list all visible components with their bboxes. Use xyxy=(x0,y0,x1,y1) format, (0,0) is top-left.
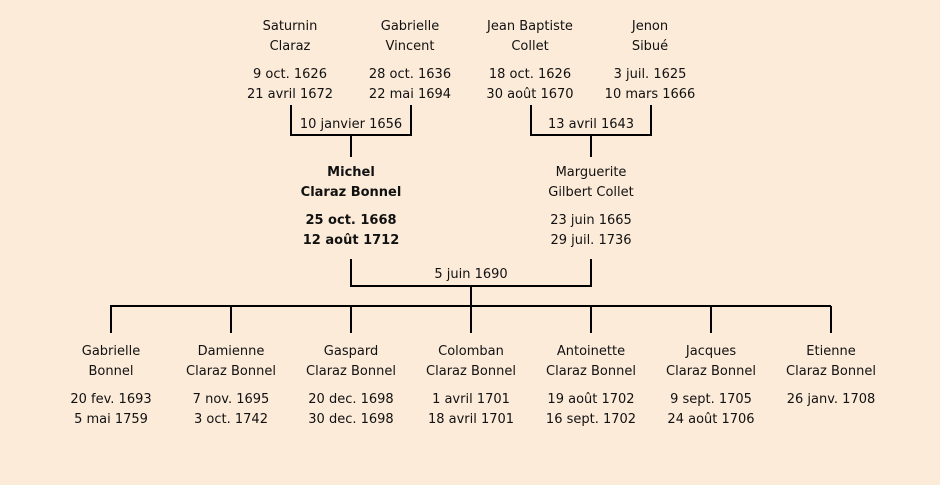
person-death-date: 18 avril 1701 xyxy=(427,412,515,427)
person-death-date: 30 dec. 1698 xyxy=(308,412,394,427)
child-antoinette: Antoinette Claraz Bonnel 19 août 1702 16… xyxy=(526,342,656,430)
person-birth-date: 25 oct. 1668 xyxy=(305,213,397,228)
person-jean-baptiste-collet: Jean Baptiste Collet 18 oct. 1626 30 aoû… xyxy=(465,17,595,105)
person-last-name: Collet xyxy=(511,39,549,54)
person-death-date: 21 avril 1672 xyxy=(246,87,334,102)
person-last-name: Claraz Bonnel xyxy=(426,364,516,379)
person-death-date: 24 août 1706 xyxy=(667,412,755,427)
person-first-name: Michel xyxy=(327,165,375,180)
person-last-name: Claraz Bonnel xyxy=(666,364,756,379)
person-first-name: Etienne xyxy=(806,344,856,359)
person-birth-date: 19 août 1702 xyxy=(547,392,635,407)
child-damienne: Damienne Claraz Bonnel 7 nov. 1695 3 oct… xyxy=(166,342,296,430)
person-death-date: 29 juil. 1736 xyxy=(550,233,632,248)
child-gaspard: Gaspard Claraz Bonnel 20 dec. 1698 30 de… xyxy=(286,342,416,430)
person-last-name: Vincent xyxy=(385,39,435,54)
person-birth-date: 20 dec. 1698 xyxy=(308,392,394,407)
person-death-date: 5 mai 1759 xyxy=(74,412,148,427)
person-gabrielle-vincent: Gabrielle Vincent 28 oct. 1636 22 mai 16… xyxy=(345,17,475,105)
person-last-name: Gilbert Collet xyxy=(548,185,634,200)
person-last-name: Claraz Bonnel xyxy=(786,364,876,379)
person-birth-date: 9 sept. 1705 xyxy=(670,392,752,407)
person-first-name: Antoinette xyxy=(556,344,626,359)
person-death-date: 10 mars 1666 xyxy=(604,87,696,102)
person-first-name: Gaspard xyxy=(323,344,379,359)
person-birth-date: 1 avril 1701 xyxy=(432,392,510,407)
marriage-date-maternal: 13 avril 1643 xyxy=(547,117,635,132)
person-death-date: 30 août 1670 xyxy=(486,87,574,102)
person-first-name: Marguerite xyxy=(555,165,627,180)
person-last-name: Claraz Bonnel xyxy=(186,364,276,379)
person-birth-date: 20 fev. 1693 xyxy=(70,392,152,407)
person-death-date: 12 août 1712 xyxy=(302,233,400,248)
person-birth-date: 7 nov. 1695 xyxy=(192,392,270,407)
child-colomban: Colomban Claraz Bonnel 1 avril 1701 18 a… xyxy=(406,342,536,430)
person-birth-date: 3 juil. 1625 xyxy=(613,67,687,82)
person-first-name: Jean Baptiste xyxy=(487,19,573,34)
person-last-name: Sibué xyxy=(631,39,669,54)
person-jenon-sibue: Jenon Sibué 3 juil. 1625 10 mars 1666 xyxy=(585,17,715,105)
person-birth-date: 18 oct. 1626 xyxy=(488,67,572,82)
person-last-name: Claraz Bonnel xyxy=(306,364,396,379)
person-last-name: Claraz Bonnel xyxy=(546,364,636,379)
person-first-name: Damienne xyxy=(197,344,265,359)
person-first-name: Saturnin xyxy=(262,19,318,34)
child-gabrielle-bonnel: Gabrielle Bonnel 20 fev. 1693 5 mai 1759 xyxy=(46,342,176,430)
marriage-date-main: 5 juin 1690 xyxy=(434,267,508,282)
marriage-date-paternal: 10 janvier 1656 xyxy=(299,117,403,132)
person-birth-date: 9 oct. 1626 xyxy=(253,67,327,82)
person-first-name: Gabrielle xyxy=(380,19,440,34)
child-etienne: Etienne Claraz Bonnel 26 janv. 1708 xyxy=(766,342,896,410)
person-last-name: Claraz xyxy=(269,39,311,54)
person-first-name: Gabrielle xyxy=(81,344,141,359)
person-first-name: Colomban xyxy=(438,344,504,359)
person-birth-date: 28 oct. 1636 xyxy=(368,67,452,82)
person-birth-date: 26 janv. 1708 xyxy=(786,392,876,407)
person-birth-date: 23 juin 1665 xyxy=(550,213,632,228)
person-michel-claraz-bonnel: Michel Claraz Bonnel 25 oct. 1668 12 aoû… xyxy=(286,163,416,251)
person-death-date: 22 mai 1694 xyxy=(368,87,452,102)
person-last-name: Claraz Bonnel xyxy=(300,185,402,200)
person-saturnin: Saturnin Claraz 9 oct. 1626 21 avril 167… xyxy=(225,17,355,105)
person-last-name: Bonnel xyxy=(88,364,134,379)
child-jacques: Jacques Claraz Bonnel 9 sept. 1705 24 ao… xyxy=(646,342,776,430)
person-first-name: Jacques xyxy=(685,344,737,359)
person-death-date: 3 oct. 1742 xyxy=(194,412,268,427)
person-death-date: 16 sept. 1702 xyxy=(545,412,637,427)
person-marguerite-gilbert-collet: Marguerite Gilbert Collet 23 juin 1665 2… xyxy=(526,163,656,251)
person-first-name: Jenon xyxy=(631,19,669,34)
